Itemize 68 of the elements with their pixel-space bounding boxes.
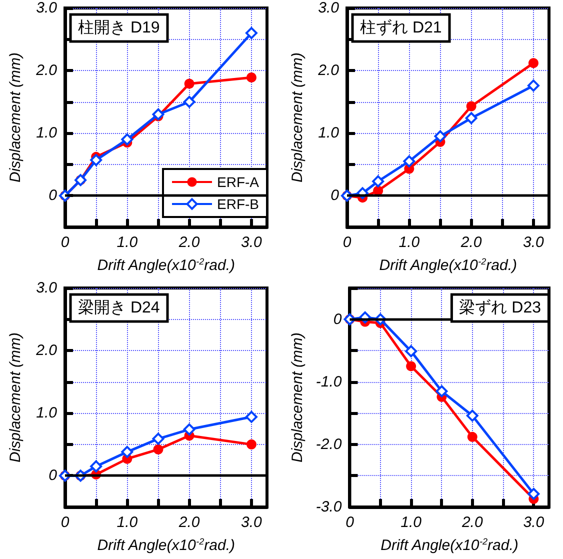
y-tick-label: -3.0	[316, 498, 342, 516]
text: 梁開き D24	[78, 298, 160, 316]
point	[245, 27, 258, 40]
x-tick-label: 1.0	[116, 234, 138, 251]
y-tick-label: 3.0	[318, 0, 340, 16]
point	[121, 446, 134, 458]
x-tick-label: 0	[60, 234, 70, 251]
point	[245, 410, 258, 423]
y-tick-label: 0	[333, 310, 342, 328]
point	[90, 460, 102, 472]
point	[406, 361, 416, 372]
y-tick-label: 1.0	[36, 404, 58, 422]
point	[246, 439, 256, 450]
y-tick-label: -2.0	[316, 436, 342, 453]
y-axis-title: Displacement (mm)	[289, 52, 306, 183]
point	[436, 385, 448, 398]
x-tick-label: 2.0	[460, 234, 482, 251]
text: 柱開き D19	[78, 18, 160, 36]
x-tick-label: 3.0	[241, 514, 263, 531]
y-axis-title: Displacement (mm)	[7, 332, 24, 463]
y-tick-label: 3.0	[36, 0, 58, 16]
point	[405, 345, 418, 358]
y-tick-label: 2.0	[35, 342, 58, 360]
x-tick-label: 2.0	[460, 514, 484, 531]
point	[465, 112, 478, 124]
y-tick-label: -1.0	[316, 373, 342, 390]
point	[152, 432, 164, 445]
x-tick-label: 2.0	[178, 234, 200, 251]
point	[372, 175, 384, 188]
y-axis-title: Displacement (mm)	[289, 332, 306, 463]
x-tick-label: 3.0	[523, 234, 545, 251]
point	[184, 78, 194, 89]
point	[467, 432, 478, 442]
point	[152, 108, 164, 120]
point	[121, 133, 134, 146]
point	[466, 101, 476, 112]
point	[528, 488, 540, 500]
x-tick-label: 1.0	[116, 514, 138, 531]
y-tick-label: 3.0	[36, 280, 58, 296]
legend-label: ERF-A	[217, 174, 260, 190]
legend-label: ERF-B	[217, 196, 259, 212]
y-tick-label: 0	[330, 187, 340, 204]
y-tick-label: 0	[48, 467, 58, 484]
x-tick-label: 0	[60, 514, 70, 531]
y-tick-label: 2.0	[35, 62, 58, 80]
y-tick-label: 1.0	[36, 124, 58, 142]
text: 柱ずれ D21	[360, 18, 442, 36]
y-axis-title: Displacement (mm)	[7, 52, 24, 183]
point	[434, 130, 446, 142]
point	[90, 154, 102, 166]
point	[153, 444, 164, 454]
x-tick-label: 0	[346, 514, 355, 531]
y-tick-label: 0	[48, 187, 58, 204]
y-tick-label: 1.0	[318, 124, 340, 142]
x-tick-label: 1.0	[398, 234, 420, 251]
x-tick-label: 2.0	[178, 514, 200, 531]
point	[403, 155, 416, 168]
point	[183, 423, 196, 436]
point	[183, 96, 196, 108]
y-tick-label: 2.0	[317, 62, 340, 80]
point	[246, 72, 256, 82]
x-tick-label: 1.0	[400, 514, 422, 531]
point	[527, 80, 540, 92]
point	[528, 58, 538, 68]
x-tick-label: 3.0	[523, 514, 545, 531]
point	[466, 410, 478, 422]
text: 梁ずれ D23	[459, 298, 542, 316]
x-tick-label: 3.0	[241, 234, 263, 251]
